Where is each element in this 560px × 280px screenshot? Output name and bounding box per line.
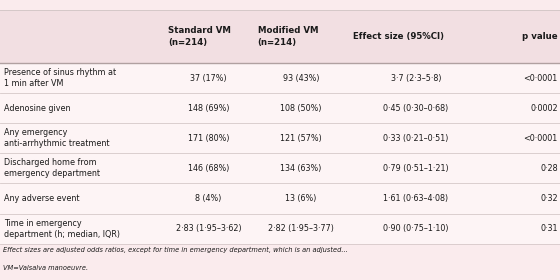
Bar <box>0 153 560 183</box>
Text: Time in emergency
department (h; median, IQR): Time in emergency department (h; median,… <box>4 218 120 239</box>
Text: 148 (69%): 148 (69%) <box>188 104 230 113</box>
Text: Standard VM
(n=214): Standard VM (n=214) <box>168 26 231 47</box>
Text: 0·28: 0·28 <box>540 164 558 173</box>
Text: 8 (4%): 8 (4%) <box>195 194 222 203</box>
Text: 2·82 (1·95–3·77): 2·82 (1·95–3·77) <box>268 224 334 233</box>
Text: VM=Valsalva manoeuvre.: VM=Valsalva manoeuvre. <box>3 265 88 270</box>
Text: Any adverse event: Any adverse event <box>4 194 80 203</box>
Text: 37 (17%): 37 (17%) <box>190 74 227 83</box>
Text: 0·79 (0·51–1·21): 0·79 (0·51–1·21) <box>383 164 449 173</box>
Bar <box>0 183 560 213</box>
Bar <box>0 213 560 244</box>
Text: 0·90 (0·75–1·10): 0·90 (0·75–1·10) <box>383 224 449 233</box>
Bar <box>0 123 560 153</box>
Text: Effect sizes are adjusted odds ratios, except for time in emergency department, : Effect sizes are adjusted odds ratios, e… <box>3 246 348 253</box>
Text: <0·0001: <0·0001 <box>524 74 558 83</box>
Text: <0·0001: <0·0001 <box>524 134 558 143</box>
Text: 108 (50%): 108 (50%) <box>280 104 322 113</box>
Text: 0·45 (0·30–0·68): 0·45 (0·30–0·68) <box>383 104 449 113</box>
Text: 3·7 (2·3–5·8): 3·7 (2·3–5·8) <box>390 74 441 83</box>
Text: 0·0002: 0·0002 <box>530 104 558 113</box>
Text: 2·83 (1·95–3·62): 2·83 (1·95–3·62) <box>176 224 241 233</box>
Text: 146 (68%): 146 (68%) <box>188 164 229 173</box>
Text: 171 (80%): 171 (80%) <box>188 134 230 143</box>
Text: p value: p value <box>521 32 557 41</box>
Text: 134 (63%): 134 (63%) <box>281 164 321 173</box>
Text: 121 (57%): 121 (57%) <box>280 134 322 143</box>
Bar <box>0 93 560 123</box>
Text: 1·61 (0·63–4·08): 1·61 (0·63–4·08) <box>383 194 449 203</box>
Text: 93 (43%): 93 (43%) <box>283 74 319 83</box>
Text: 0·32: 0·32 <box>540 194 558 203</box>
Text: 0·33 (0·21–0·51): 0·33 (0·21–0·51) <box>383 134 449 143</box>
Text: Any emergency
anti-arrhythmic treatment: Any emergency anti-arrhythmic treatment <box>4 128 110 148</box>
Bar <box>0 63 560 93</box>
Bar <box>0 10 560 63</box>
Text: Modified VM
(n=214): Modified VM (n=214) <box>258 26 318 47</box>
Text: 0·31: 0·31 <box>540 224 558 233</box>
Text: Effect size (95%CI): Effect size (95%CI) <box>353 32 444 41</box>
Text: Discharged home from
emergency department: Discharged home from emergency departmen… <box>4 158 100 178</box>
Text: 13 (6%): 13 (6%) <box>285 194 317 203</box>
Text: Adenosine given: Adenosine given <box>4 104 71 113</box>
Text: Presence of sinus rhythm at
1 min after VM: Presence of sinus rhythm at 1 min after … <box>4 68 116 88</box>
